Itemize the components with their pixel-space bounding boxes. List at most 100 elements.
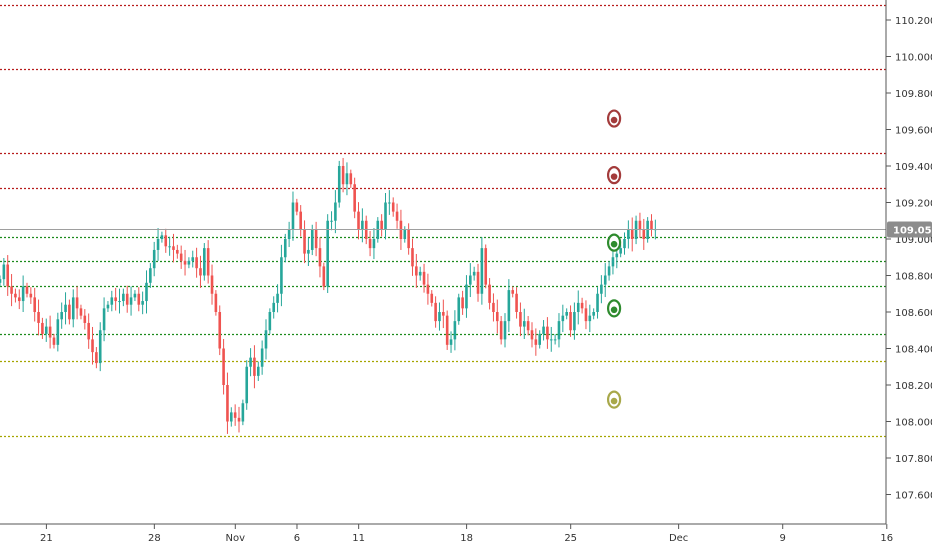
candle xyxy=(341,157,345,193)
signal-marker-dot xyxy=(610,240,618,248)
candle xyxy=(418,266,422,281)
candle-body xyxy=(145,282,148,302)
candle xyxy=(395,203,399,229)
candle xyxy=(307,237,310,267)
candle xyxy=(557,313,561,348)
candle xyxy=(573,302,576,340)
candle-body xyxy=(14,293,17,298)
horizontal-levels[interactable] xyxy=(0,4,886,438)
candle-body xyxy=(10,286,13,294)
candle-body xyxy=(21,286,25,302)
candle-body xyxy=(37,312,40,323)
candle-body xyxy=(576,302,580,312)
candle-body xyxy=(592,312,595,316)
candle xyxy=(195,247,198,278)
candle-body xyxy=(530,330,534,340)
candle xyxy=(218,305,222,356)
candle xyxy=(546,317,549,349)
candle-body xyxy=(341,166,345,185)
candle xyxy=(145,270,148,314)
candle-body xyxy=(584,308,588,322)
candle xyxy=(141,291,144,315)
candle-body xyxy=(310,229,314,250)
candle-body xyxy=(183,260,187,265)
x-tick-label: 28 xyxy=(148,533,161,544)
signal-markers[interactable] xyxy=(606,109,622,409)
y-tick-label: 110.200 xyxy=(895,16,932,27)
candle xyxy=(249,348,252,377)
signal-marker-3[interactable] xyxy=(606,299,622,318)
candle xyxy=(484,244,488,289)
candle xyxy=(191,250,195,268)
signal-marker-1[interactable] xyxy=(606,166,622,185)
candle xyxy=(330,211,333,231)
candle xyxy=(114,287,117,311)
time-axis[interactable]: 21 28 Nov 6 11 18 25 Dec 9 16 xyxy=(40,524,893,544)
signal-marker-2[interactable] xyxy=(606,233,622,252)
candle xyxy=(507,279,511,333)
candle-body xyxy=(596,293,599,312)
candle-body xyxy=(226,385,229,422)
candle xyxy=(511,286,515,298)
candle-body xyxy=(384,202,387,230)
current-price-label: 109.054 xyxy=(893,226,932,237)
candle-body xyxy=(141,301,144,305)
candle-body xyxy=(457,297,461,322)
candle-body xyxy=(442,312,445,316)
candle-body xyxy=(6,264,10,287)
candle-body xyxy=(353,184,356,212)
candle xyxy=(83,309,87,330)
candle xyxy=(322,262,326,291)
candle-body xyxy=(137,293,141,305)
candle xyxy=(415,253,418,288)
candle xyxy=(326,214,329,294)
candle-body xyxy=(476,271,480,294)
candle xyxy=(569,305,572,337)
candle xyxy=(230,407,233,427)
candle-body xyxy=(187,260,191,265)
candle xyxy=(133,290,137,302)
y-tick-label: 109.800 xyxy=(895,89,932,100)
y-tick-label: 109.000 xyxy=(895,235,932,246)
price-axis[interactable]: 110.200 110.000 109.800 109.600 109.400 109.2… xyxy=(886,16,932,502)
candle-body xyxy=(438,312,441,322)
candle-body xyxy=(291,202,295,230)
candle xyxy=(295,198,299,216)
candle-body xyxy=(488,284,491,303)
candle-body xyxy=(418,271,422,276)
candle-body xyxy=(230,412,233,422)
candle-body xyxy=(391,202,395,212)
candle-body xyxy=(326,220,329,287)
x-tick-label: Nov xyxy=(226,533,246,544)
candle xyxy=(353,177,356,219)
candle xyxy=(176,244,179,259)
candle-body xyxy=(623,239,626,249)
signal-marker-0[interactable] xyxy=(606,109,622,128)
candle xyxy=(118,288,121,314)
candle-body xyxy=(303,229,306,254)
candle xyxy=(172,233,175,263)
candle xyxy=(638,212,642,238)
candle xyxy=(41,317,44,340)
candle xyxy=(538,330,541,349)
candle-body xyxy=(415,266,418,276)
candle xyxy=(110,290,114,312)
candle-body xyxy=(511,290,515,294)
candle xyxy=(37,299,40,336)
candle-body xyxy=(492,302,495,312)
candle xyxy=(492,293,495,322)
candle-body xyxy=(503,321,507,340)
candle xyxy=(650,214,653,237)
candle xyxy=(561,304,565,333)
candle xyxy=(287,221,291,248)
candlestick-series xyxy=(0,157,657,434)
candle-body xyxy=(430,293,434,303)
candle xyxy=(210,264,214,305)
candle xyxy=(519,302,522,337)
signal-marker-4[interactable] xyxy=(606,390,622,409)
candle xyxy=(603,263,607,298)
candle-body xyxy=(295,202,299,212)
candle-body xyxy=(603,275,607,285)
candle xyxy=(122,288,125,307)
